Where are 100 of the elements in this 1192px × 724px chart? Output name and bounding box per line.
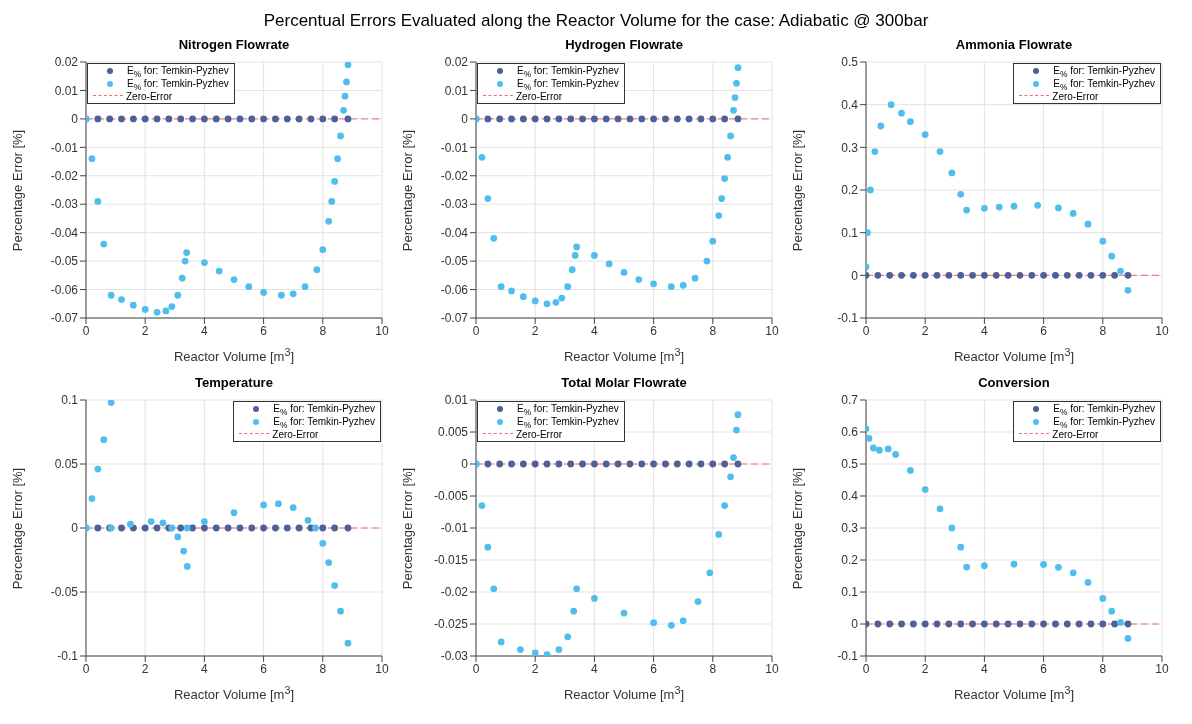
point <box>1099 595 1107 602</box>
point <box>874 620 882 628</box>
x-tick-label: 4 <box>591 661 599 676</box>
point <box>118 115 125 123</box>
y-tick-label: 0.4 <box>841 97 859 112</box>
legend-label: E$_{%}$ for: Temkin-Pyzhev <box>1053 403 1155 417</box>
point <box>260 115 267 123</box>
x-tick-label: 4 <box>201 323 209 338</box>
point <box>478 502 486 509</box>
point <box>703 257 711 265</box>
point <box>224 115 232 123</box>
y-tick-label: 0.4 <box>841 489 859 504</box>
y-tick-label: -0.1 <box>57 649 79 664</box>
y-tick-label: -0.04 <box>50 225 79 240</box>
point <box>118 296 125 303</box>
point <box>319 539 327 547</box>
point <box>337 607 344 615</box>
point <box>248 115 256 123</box>
point <box>277 291 285 299</box>
y-tick-label: -0.1 <box>837 649 859 664</box>
point <box>718 195 726 202</box>
y-tick-label: 0.05 <box>54 457 79 472</box>
point <box>236 524 244 532</box>
y-tick-label: -0.02 <box>440 585 469 600</box>
point <box>531 649 539 656</box>
point <box>948 169 956 177</box>
point <box>662 115 669 123</box>
point <box>107 400 115 406</box>
chart-title: Hydrogen Flowrate <box>564 36 684 54</box>
x-axis-title: Reactor Volume [m$^{3}$] <box>953 346 1075 365</box>
y-tick-label: -0.05 <box>50 254 79 269</box>
point <box>1075 620 1083 628</box>
x-tick-label: 6 <box>260 323 268 338</box>
legend-label: Zero-Error <box>125 90 174 103</box>
point <box>715 212 723 219</box>
point <box>571 252 579 259</box>
point <box>484 115 492 123</box>
point <box>337 132 344 140</box>
point <box>1055 204 1062 212</box>
point <box>679 281 687 289</box>
point <box>733 426 740 434</box>
y-tick-label: -0.06 <box>440 282 469 297</box>
point <box>168 303 176 310</box>
point <box>497 283 505 291</box>
legend-label: E$_{%}$ for: Temkin-Pyzhev <box>517 78 619 92</box>
point <box>638 460 646 468</box>
point <box>1069 210 1077 217</box>
point <box>181 257 189 265</box>
y-tick-label: 0.1 <box>61 393 79 408</box>
x-axis-title: Reactor Volume [m$^{3}$] <box>173 684 295 703</box>
point <box>1084 579 1092 586</box>
point <box>177 115 185 123</box>
point <box>334 155 341 163</box>
point <box>201 259 208 266</box>
point <box>141 306 149 313</box>
y-tick-label: 0.7 <box>841 393 859 408</box>
x-axis-title: Reactor Volume [m$^{3}$] <box>563 684 685 703</box>
point <box>519 293 527 301</box>
point <box>289 504 297 511</box>
legend-label: Zero-Error <box>515 428 564 441</box>
y-tick-label: -0.03 <box>440 197 469 212</box>
y-axis-title: Percentage Error [%] <box>790 129 806 251</box>
y-tick-label: -0.015 <box>433 553 469 568</box>
point <box>1010 202 1018 210</box>
point <box>552 298 560 306</box>
point <box>177 524 185 532</box>
point <box>201 518 208 525</box>
point <box>1099 237 1107 245</box>
point <box>531 297 539 305</box>
point <box>508 115 515 123</box>
point <box>340 106 347 114</box>
point <box>275 500 282 508</box>
point <box>573 585 581 593</box>
point <box>907 467 914 474</box>
y-tick-label: 0.6 <box>841 425 859 440</box>
point <box>709 460 717 468</box>
point <box>694 598 702 605</box>
legend-label: E$_{%}$ for: Temkin-Pyzhev <box>1053 416 1155 430</box>
point <box>731 94 739 101</box>
point <box>508 287 515 295</box>
point <box>614 460 622 468</box>
point <box>307 115 315 123</box>
point <box>605 260 613 268</box>
y-tick-label: 0.1 <box>841 225 859 240</box>
chart-title: Temperature <box>194 374 274 392</box>
point <box>174 533 182 541</box>
legend-label: E$_{%}$ for: Temkin-Pyzhev <box>1053 78 1155 92</box>
point <box>734 411 742 419</box>
y-tick-label: -0.01 <box>440 140 469 155</box>
point <box>602 115 610 123</box>
point <box>215 267 223 275</box>
point <box>1111 271 1119 279</box>
point <box>909 620 917 628</box>
x-tick-label: 2 <box>141 323 149 338</box>
point <box>543 115 551 123</box>
point <box>706 569 714 577</box>
x-tick-label: 10 <box>765 323 779 338</box>
y-tick-label: -0.05 <box>440 254 469 269</box>
point <box>579 460 586 468</box>
point <box>295 115 303 123</box>
